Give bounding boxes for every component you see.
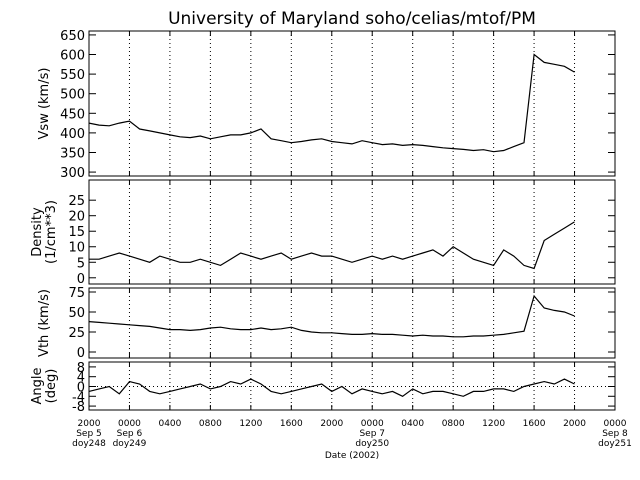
y-tick-label: 25 [68,326,85,341]
x-tick-label: 2000 [78,419,101,429]
x-tick-label: 0000 [604,419,627,429]
y-tick-label: 10 [68,241,85,256]
y-tick-label: 25 [68,194,85,209]
y-axis-label: Angle [30,368,45,405]
x-tick-label: Sep 5 [76,429,102,439]
y-axis-label: Vth (km/s) [37,289,52,357]
x-tick-label: doy251 [598,439,632,449]
x-tick-label: Sep 6 [117,429,143,439]
y-tick-label: 20 [68,210,85,225]
x-tick-label: 1200 [482,419,505,429]
y-axis-label: (1/cm**3) [44,200,59,264]
y-tick-label: 0 [77,272,85,287]
x-tick-label: doy250 [355,439,389,449]
x-tick-label: 0000 [361,419,384,429]
y-axis-label: Density [30,207,45,257]
y-tick-label: 650 [60,29,85,44]
x-tick-label: 0400 [158,419,181,429]
y-tick-label: 4 [77,371,85,386]
x-tick-label: 0800 [442,419,465,429]
y-tick-label: 600 [60,49,85,64]
x-tick-label: 0000 [118,419,141,429]
y-axis-label: (deg) [44,369,59,404]
x-axis-label: Date (2002) [325,451,379,461]
y-tick-label: 50 [68,306,85,321]
y-tick-label: 0 [77,346,85,361]
x-tick-label: doy248 [72,439,106,449]
x-tick-label: 0800 [199,419,222,429]
y-tick-label: 350 [60,146,85,161]
y-tick-label: 400 [60,127,85,142]
y-tick-label: 550 [60,68,85,83]
x-tick-label: Sep 7 [359,429,385,439]
y-tick-label: 8 [77,361,85,376]
y-tick-label: 500 [60,88,85,103]
x-tick-label: 1600 [280,419,303,429]
x-tick-label: 2000 [320,419,343,429]
y-axis-label: Vsw (km/s) [37,68,52,140]
x-tick-label: 2000 [563,419,586,429]
y-tick-label: 15 [68,225,85,240]
x-tick-label: 1600 [523,419,546,429]
x-tick-label: 1200 [239,419,262,429]
panel-frame [88,179,616,285]
x-tick-label: Sep 8 [602,429,628,439]
panel-frame [88,361,616,411]
data-line [89,221,575,270]
y-tick-label: 450 [60,107,85,122]
data-line [88,378,575,397]
x-tick-label: doy249 [113,439,147,449]
y-tick-label: -4 [72,390,85,405]
y-tick-label: 300 [60,166,85,181]
y-tick-label: 5 [77,256,85,271]
y-tick-label: 0 [77,380,85,395]
y-tick-label: -8 [72,400,85,415]
chart-title: University of Maryland soho/celias/mtof/… [168,9,536,29]
data-line [88,294,575,338]
panel-frame [88,287,616,359]
y-tick-label: 75 [68,286,85,301]
data-line [88,53,575,153]
panel-frame [88,30,616,177]
x-tick-label: 0400 [401,419,424,429]
